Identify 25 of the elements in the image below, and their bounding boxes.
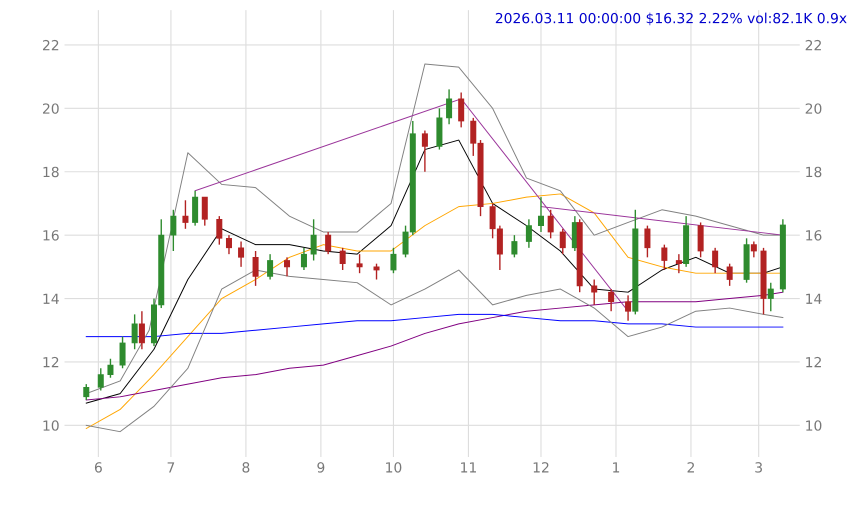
y2-tick-label: 12 (806, 356, 821, 368)
y-tick-label: 14 (43, 294, 59, 304)
x-tick-label: 10 (386, 462, 402, 473)
x-tick-label: 11 (461, 462, 476, 472)
y2-tick-label: 18 (806, 166, 822, 178)
y2-tick-label: 16 (806, 230, 822, 241)
y2-tick-label: 10 (806, 420, 822, 431)
y2-tick-label: 14 (806, 294, 822, 304)
y2-tick-label: 20 (806, 103, 822, 114)
x-tick-label: 12 (534, 462, 548, 472)
y2-tick-label: 22 (806, 40, 821, 50)
x-tick-label: 3 (755, 462, 762, 473)
y-tick-label: 22 (42, 40, 58, 50)
x-tick-label: 2 (688, 462, 694, 472)
x-tick-label: 6 (94, 462, 102, 473)
x-tick-label: 1 (613, 462, 620, 472)
y-tick-label: 16 (43, 230, 59, 241)
y-tick-label: 20 (42, 103, 59, 114)
y-tick-label: 10 (43, 420, 59, 431)
x-tick-label: 8 (242, 462, 250, 473)
chart-title: 2026.03.11 00:00:00 $16.32 2.22% vol:82.1K 0.9x (496, 12, 847, 26)
y-tick-label: 12 (43, 356, 58, 368)
x-tick-label: 7 (168, 462, 174, 472)
y-tick-label: 18 (43, 166, 59, 178)
x-tick-label: 9 (317, 462, 324, 473)
